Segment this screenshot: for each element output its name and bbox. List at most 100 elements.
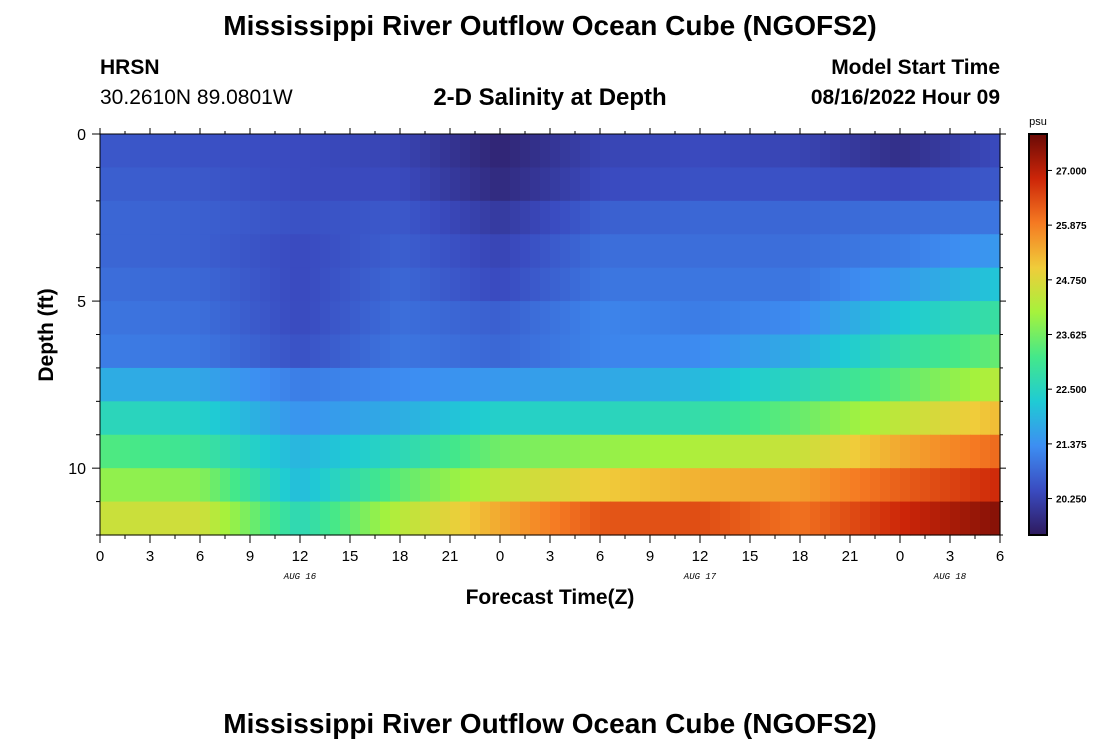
heatmap-cell xyxy=(440,367,451,402)
heatmap-cell xyxy=(780,267,791,302)
heatmap-cell xyxy=(710,200,721,235)
heatmap-cell xyxy=(300,267,311,302)
heatmap-cell xyxy=(120,267,131,302)
heatmap-cell xyxy=(300,234,311,269)
heatmap-cell xyxy=(170,267,181,302)
heatmap-cell xyxy=(460,200,471,235)
heatmap-cell xyxy=(910,167,921,202)
heatmap-cell xyxy=(540,367,551,402)
heatmap-cell xyxy=(550,267,561,302)
heatmap-cell xyxy=(860,167,871,202)
heatmap-cell xyxy=(730,167,741,202)
heatmap-cell xyxy=(860,367,871,402)
heatmap-cell xyxy=(130,134,141,169)
heatmap-cell xyxy=(400,234,411,269)
heatmap-cell xyxy=(130,301,141,336)
heatmap-cell xyxy=(190,334,201,369)
heatmap-cell xyxy=(580,401,591,436)
heatmap-cell xyxy=(520,334,531,369)
heatmap-cell xyxy=(340,234,351,269)
heatmap-cell xyxy=(160,267,171,302)
heatmap-cell xyxy=(690,167,701,202)
heatmap-cell xyxy=(380,468,391,503)
heatmap-cell xyxy=(640,367,651,402)
heatmap-cell xyxy=(550,401,561,436)
heatmap-cell xyxy=(160,501,171,536)
heatmap-cell xyxy=(180,367,191,402)
heatmap-cell xyxy=(640,167,651,202)
colorbar-tick-label: 21.375 xyxy=(1056,440,1087,451)
heatmap-cell xyxy=(650,167,661,202)
heatmap-cell xyxy=(640,301,651,336)
heatmap-cell xyxy=(420,334,431,369)
heatmap-cell xyxy=(850,367,861,402)
heatmap-cell xyxy=(710,501,721,536)
x-tick-label: 15 xyxy=(742,548,759,565)
heatmap-cell xyxy=(860,468,871,503)
heatmap-cell xyxy=(150,134,161,169)
heatmap-cell xyxy=(700,234,711,269)
heatmap-cell xyxy=(710,434,721,469)
heatmap-cell xyxy=(790,234,801,269)
heatmap-cell xyxy=(750,267,761,302)
heatmap-cell xyxy=(150,334,161,369)
heatmap-cell xyxy=(790,200,801,235)
heatmap-cell xyxy=(410,234,421,269)
heatmap-cell xyxy=(190,267,201,302)
heatmap-cell xyxy=(800,234,811,269)
heatmap-cell xyxy=(520,167,531,202)
heatmap-cell xyxy=(260,468,271,503)
heatmap-cell xyxy=(780,234,791,269)
heatmap-cell xyxy=(920,167,931,202)
heatmap-cell xyxy=(970,434,981,469)
heatmap-cell xyxy=(330,301,341,336)
heatmap-cell xyxy=(950,267,961,302)
heatmap-cell xyxy=(790,301,801,336)
heatmap-cell xyxy=(610,200,621,235)
heatmap-cell xyxy=(970,301,981,336)
heatmap-cell xyxy=(180,468,191,503)
heatmap-cell xyxy=(650,234,661,269)
heatmap-cell xyxy=(310,134,321,169)
heatmap-cell xyxy=(560,301,571,336)
heatmap-cell xyxy=(620,334,631,369)
heatmap-cell xyxy=(380,200,391,235)
heatmap-cell xyxy=(500,468,511,503)
heatmap-cell xyxy=(690,334,701,369)
heatmap-cell xyxy=(950,367,961,402)
heatmap-cell xyxy=(670,334,681,369)
heatmap-cell xyxy=(550,434,561,469)
heatmap-cell xyxy=(470,167,481,202)
heatmap-cell xyxy=(580,468,591,503)
heatmap-cell xyxy=(240,267,251,302)
heatmap-cell xyxy=(690,301,701,336)
heatmap-cell xyxy=(510,200,521,235)
heatmap-cell xyxy=(900,234,911,269)
heatmap-cell xyxy=(710,234,721,269)
date-label: AUG 17 xyxy=(683,572,717,582)
heatmap-cell xyxy=(350,401,361,436)
heatmap-cell xyxy=(300,167,311,202)
heatmap-cell xyxy=(620,367,631,402)
heatmap-cell xyxy=(220,134,231,169)
heatmap-cell xyxy=(250,301,261,336)
heatmap-cell xyxy=(310,301,321,336)
heatmap-cell xyxy=(440,200,451,235)
heatmap-cell xyxy=(930,301,941,336)
heatmap-cell xyxy=(980,334,991,369)
x-tick-label: 6 xyxy=(196,548,204,565)
heatmap-cell xyxy=(260,301,271,336)
heatmap-cell xyxy=(560,267,571,302)
heatmap-cell xyxy=(530,267,541,302)
heatmap-cell xyxy=(490,468,501,503)
heatmap-cell xyxy=(860,200,871,235)
heatmap-cell xyxy=(210,301,221,336)
heatmap-cell xyxy=(160,134,171,169)
heatmap-cell xyxy=(800,267,811,302)
heatmap-cell xyxy=(700,401,711,436)
heatmap-cell xyxy=(230,134,241,169)
heatmap-cell xyxy=(910,434,921,469)
heatmap-cell xyxy=(190,134,201,169)
heatmap-cell xyxy=(830,301,841,336)
heatmap-cell xyxy=(840,501,851,536)
